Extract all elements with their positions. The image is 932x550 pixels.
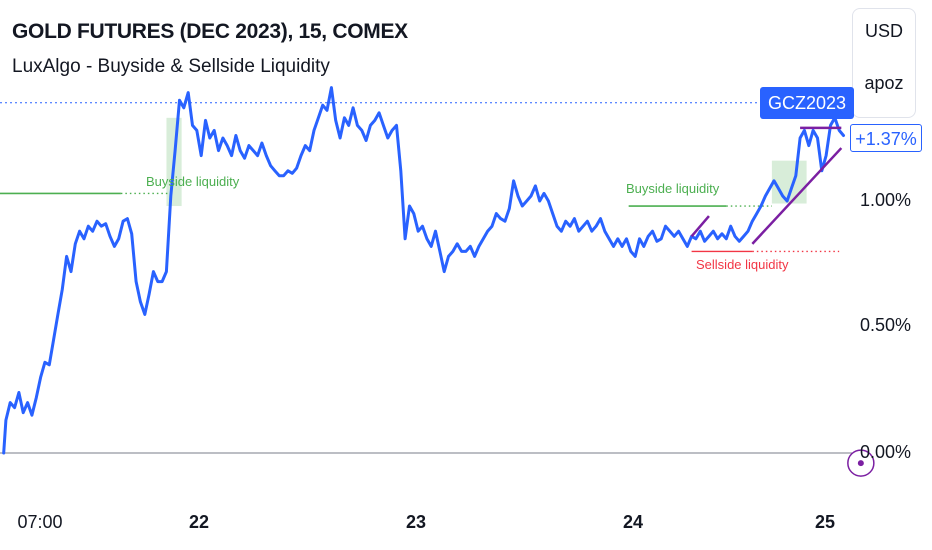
y-tick-label: 0.00% xyxy=(860,442,912,462)
change-badge: +1.37% xyxy=(850,124,922,152)
x-tick-label: 24 xyxy=(622,512,644,532)
liquidity-levels xyxy=(0,192,840,253)
buyside-liquidity-label: Buyside liquidity xyxy=(626,181,720,196)
chart-title: GOLD FUTURES (DEC 2023), 15, COMEX xyxy=(12,20,408,43)
chart-grid xyxy=(0,102,852,454)
x-tick-label: 25 xyxy=(814,512,836,532)
indicator-name: LuxAlgo - Buyside & Sellside Liquidity xyxy=(12,56,330,77)
symbol-badge: GCZ2023 xyxy=(760,87,855,119)
y-tick-label: 1.00% xyxy=(860,190,912,210)
y-tick-label: 0.50% xyxy=(860,315,912,335)
x-tick-label: 22 xyxy=(188,512,210,532)
x-tick-label: 23 xyxy=(405,512,427,532)
trend-line xyxy=(751,147,843,245)
price-series xyxy=(2,86,845,455)
sellside-liquidity-label: Sellside liquidity xyxy=(696,257,789,272)
currency-label[interactable]: USD xyxy=(864,21,903,41)
axis-settings-panel[interactable]: USD apoz xyxy=(852,8,916,118)
price-series-line xyxy=(2,86,845,455)
scale-mode-label[interactable]: apoz xyxy=(864,73,904,93)
trend-line xyxy=(690,215,710,238)
event-marker-dot xyxy=(857,460,864,467)
trend-lines xyxy=(690,126,875,477)
x-tick-label: 07:00 xyxy=(17,512,63,532)
buyside-liquidity-label: Buyside liquidity xyxy=(146,174,240,189)
